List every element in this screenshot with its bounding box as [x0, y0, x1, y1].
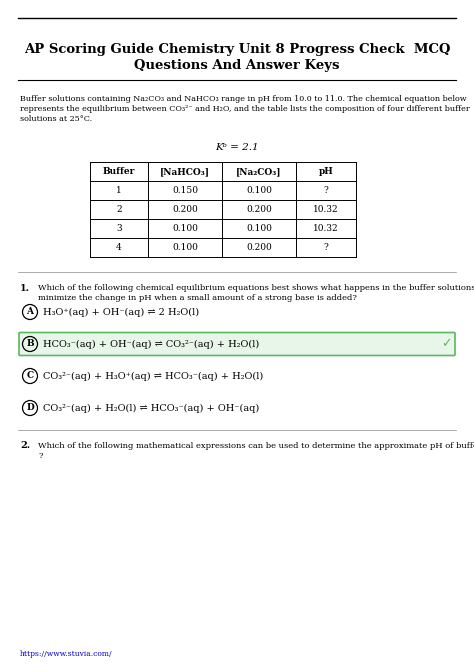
- Text: Questions And Answer Keys: Questions And Answer Keys: [134, 58, 340, 71]
- Text: B: B: [26, 339, 34, 349]
- Text: ?: ?: [324, 186, 328, 195]
- Text: HCO₃⁻(aq) + OH⁻(aq) ⇌ CO₃²⁻(aq) + H₂O(l): HCO₃⁻(aq) + OH⁻(aq) ⇌ CO₃²⁻(aq) + H₂O(l): [43, 339, 259, 349]
- Text: Buffer: Buffer: [103, 167, 135, 176]
- Text: AP Scoring Guide Chemistry Unit 8 Progress Check  MCQ: AP Scoring Guide Chemistry Unit 8 Progre…: [24, 44, 450, 56]
- FancyBboxPatch shape: [19, 333, 455, 355]
- Text: 10.32: 10.32: [313, 205, 339, 214]
- Text: 3: 3: [116, 224, 122, 233]
- Text: [NaHCO₃]: [NaHCO₃]: [160, 167, 210, 176]
- Text: [Na₂CO₃]: [Na₂CO₃]: [236, 167, 282, 176]
- Text: represents the equilibrium between CO₃²⁻ and H₂O, and the table lists the compos: represents the equilibrium between CO₃²⁻…: [20, 105, 470, 113]
- Text: solutions at 25°C.: solutions at 25°C.: [20, 115, 92, 123]
- Text: 0.100: 0.100: [172, 224, 198, 233]
- Text: Kᵇ = 2.1: Kᵇ = 2.1: [215, 144, 259, 153]
- Text: 1.: 1.: [20, 284, 30, 293]
- Text: 0.100: 0.100: [172, 243, 198, 252]
- Text: 0.200: 0.200: [246, 243, 272, 252]
- Text: A: A: [27, 308, 34, 317]
- Text: ?: ?: [324, 243, 328, 252]
- Text: Which of the following chemical equilibrium equations best shows what happens in: Which of the following chemical equilibr…: [38, 284, 474, 292]
- Text: pH: pH: [319, 167, 333, 176]
- Text: 4: 4: [116, 243, 122, 252]
- Text: ?: ?: [38, 452, 43, 460]
- Text: C: C: [27, 372, 34, 380]
- Text: ✓: ✓: [441, 337, 452, 351]
- Text: 0.200: 0.200: [172, 205, 198, 214]
- Text: D: D: [26, 403, 34, 413]
- Text: https://www.stuvia.com/: https://www.stuvia.com/: [20, 650, 113, 658]
- Text: 2.: 2.: [20, 442, 30, 450]
- Text: CO₃²⁻(aq) + H₂O(l) ⇌ HCO₃⁻(aq) + OH⁻(aq): CO₃²⁻(aq) + H₂O(l) ⇌ HCO₃⁻(aq) + OH⁻(aq): [43, 403, 259, 413]
- Text: 2: 2: [116, 205, 122, 214]
- Text: H₃O⁺(aq) + OH⁻(aq) ⇌ 2 H₂O(l): H₃O⁺(aq) + OH⁻(aq) ⇌ 2 H₂O(l): [43, 307, 199, 317]
- Text: minimize the change in pH when a small amount of a strong base is added?: minimize the change in pH when a small a…: [38, 294, 357, 302]
- Text: 0.100: 0.100: [246, 224, 272, 233]
- Text: 1: 1: [116, 186, 122, 195]
- Text: 0.100: 0.100: [246, 186, 272, 195]
- Text: Which of the following mathematical expressions can be used to determine the app: Which of the following mathematical expr…: [38, 442, 474, 450]
- Text: Buffer solutions containing Na₂CO₃ and NaHCO₃ range in pH from 10.0 to 11.0. The: Buffer solutions containing Na₂CO₃ and N…: [20, 95, 466, 103]
- Text: 10.32: 10.32: [313, 224, 339, 233]
- Text: 0.200: 0.200: [246, 205, 272, 214]
- Text: CO₃²⁻(aq) + H₃O⁺(aq) ⇌ HCO₃⁻(aq) + H₂O(l): CO₃²⁻(aq) + H₃O⁺(aq) ⇌ HCO₃⁻(aq) + H₂O(l…: [43, 372, 263, 380]
- Text: 0.150: 0.150: [172, 186, 198, 195]
